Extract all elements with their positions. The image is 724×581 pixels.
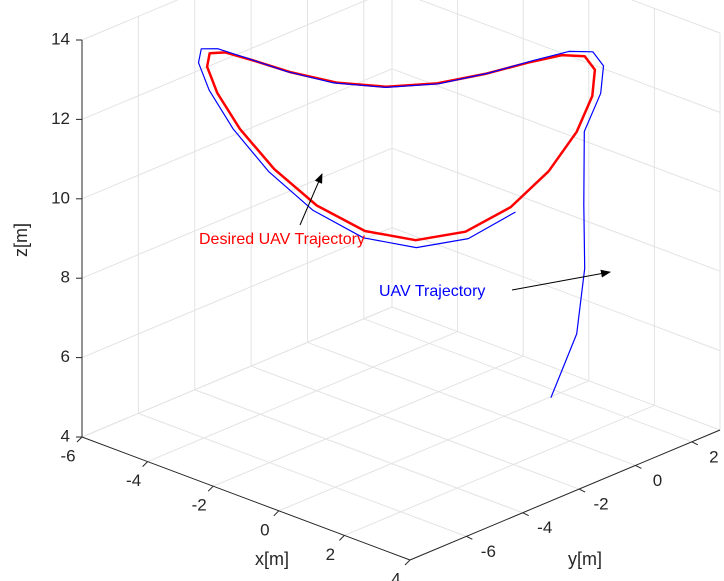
tick-mark [466,536,472,539]
y-tick-label: -6 [481,542,496,561]
tick-mark [274,511,279,516]
z-axis-label: z[m] [11,223,31,257]
y-axis [410,430,720,560]
tick-mark [405,560,410,565]
annotation: UAV Trajectory [379,283,485,300]
x-tick-label: -2 [192,496,207,515]
z-tick-label: 4 [61,426,70,445]
grid-line [392,0,720,33]
tick-mark [339,535,344,540]
y-tick-label: -4 [537,518,552,537]
grid-line [392,307,720,430]
grid-line [392,148,720,271]
grid-line [82,148,392,278]
grid-line [251,366,579,489]
grid-line [82,307,392,437]
z-tick-label: 12 [51,109,70,128]
z-tick-label: 10 [51,188,70,207]
grid-line [82,0,392,40]
tick-mark [208,486,213,491]
trajectories [199,49,604,398]
tick-mark [77,437,82,442]
x-tick-label: 0 [260,520,269,539]
tick-mark [143,462,148,467]
trajectory-line [207,52,595,240]
y-axis-label: y[m] [568,549,602,569]
grid-line [364,319,692,442]
chart: Desired UAV Trajectory UAV Trajectory x[… [0,0,724,581]
y-tick-label: 2 [709,447,718,466]
z-tick-label: 8 [61,268,70,287]
grid-line [82,0,392,119]
y-tick-label: 0 [653,471,662,490]
grid-line [307,342,635,465]
x-axis [82,437,410,560]
x-tick-label: -4 [126,471,141,490]
z-tick-label: 14 [51,29,70,48]
x-tick-label: 2 [326,545,335,564]
annotation-arrow [512,272,610,290]
tick-mark [635,465,641,468]
annotation: Desired UAV Trajectory [199,231,365,248]
x-tick-label: 4 [391,569,400,581]
x-tick-label: -6 [60,446,75,465]
page: Desired UAV Trajectory UAV Trajectory x[… [0,0,724,581]
grid-line [148,332,458,462]
trajectory-line [199,49,604,398]
grid-line [138,413,466,536]
x-axis-label: x[m] [255,549,289,569]
tick-mark [692,442,698,445]
tick-mark [579,489,585,492]
grid-line [279,381,589,511]
grid-line [195,390,523,513]
y-tick-label: -2 [594,495,609,514]
z-tick-label: 6 [61,347,70,366]
grid-line [392,69,720,192]
grid-line [213,356,523,486]
tick-mark [523,513,529,516]
grid-line [344,405,654,535]
